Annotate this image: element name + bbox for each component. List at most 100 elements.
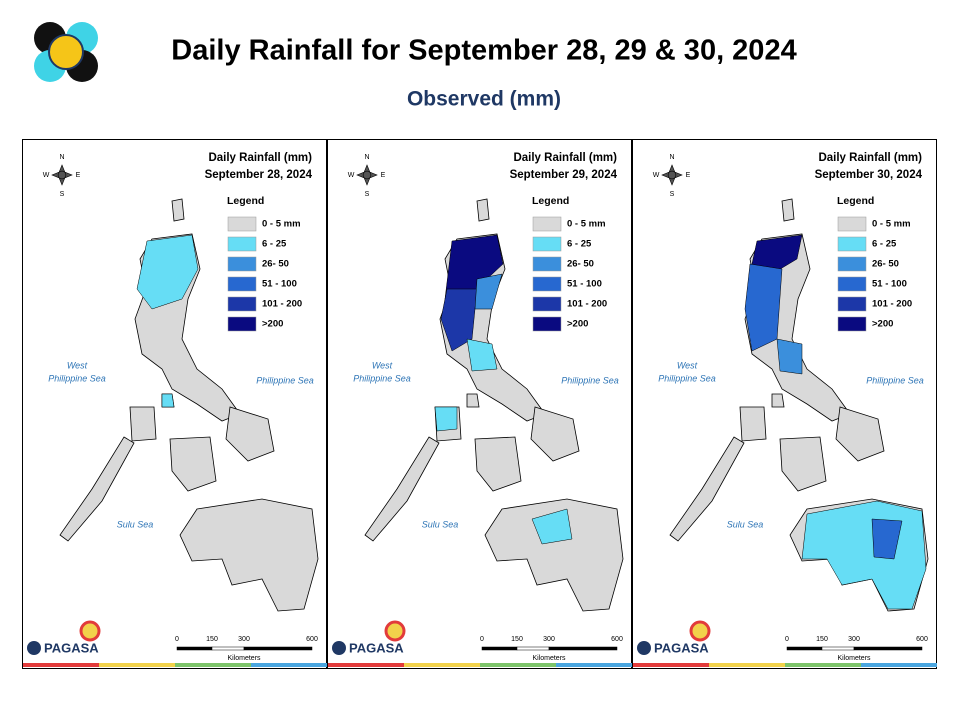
rainfall-area [531, 508, 573, 545]
island [466, 393, 480, 408]
rainfall-area [474, 273, 503, 310]
legend-label: 51 - 100 [567, 279, 602, 290]
logo-mark [27, 641, 41, 655]
map-date: September 29, 2024 [510, 169, 618, 181]
sea-label: West [372, 360, 393, 370]
legend-swatch [227, 296, 257, 312]
color-stripe [709, 663, 785, 667]
legend-label: 26- 50 [567, 259, 594, 270]
scale-unit: Kilometers [227, 655, 261, 662]
logo-umbrella [79, 620, 101, 642]
compass-label: S [60, 191, 65, 198]
compass-label: E [686, 172, 691, 179]
logo-text: PAGASA [654, 640, 709, 655]
scale-label: 150 [206, 636, 218, 643]
map-heading: Daily Rainfall (mm) [513, 152, 617, 164]
scale-bar [853, 646, 923, 651]
sea-label: Sulu Sea [727, 519, 764, 529]
map-panel: N E S W Daily Rainfall (mm) September 30, 202… [632, 139, 937, 669]
island [225, 406, 275, 462]
scale-label: 0 [480, 636, 484, 643]
legend-label: 0 - 5 mm [872, 219, 911, 230]
scale-label: 150 [816, 636, 828, 643]
logo-mark [637, 641, 651, 655]
scale-label: 300 [543, 636, 555, 643]
color-stripe [404, 663, 480, 667]
compass-label: W [348, 172, 355, 179]
island [474, 436, 522, 492]
legend-title: Legend [532, 195, 569, 207]
legend-swatch [532, 236, 562, 252]
rainfall-area [751, 234, 803, 275]
island [669, 436, 745, 542]
island [739, 406, 767, 442]
island [169, 436, 217, 492]
rainfall-area [161, 393, 175, 408]
compass [51, 164, 73, 186]
logo-umbrella [689, 620, 711, 642]
compass-label: W [653, 172, 660, 179]
compass-label: E [76, 172, 81, 179]
scale-label: 600 [611, 636, 623, 643]
legend-label: 0 - 5 mm [567, 219, 606, 230]
scale-label: 0 [785, 636, 789, 643]
legend-label: 26- 50 [872, 259, 899, 270]
legend-title: Legend [837, 195, 874, 207]
legend-label: 51 - 100 [872, 279, 907, 290]
scale-unit: Kilometers [837, 655, 871, 662]
rainfall-area [466, 338, 498, 372]
island [771, 393, 785, 408]
legend-label: 26- 50 [262, 259, 289, 270]
island [476, 198, 490, 222]
color-stripe [633, 663, 709, 667]
color-stripe [251, 663, 327, 667]
compass-label: N [669, 154, 674, 161]
color-stripe [175, 663, 251, 667]
sea-label: Philippine Sea [256, 375, 314, 385]
sea-label: Philippine Sea [48, 373, 106, 383]
compass-label: S [670, 191, 675, 198]
map-date: September 28, 2024 [205, 169, 313, 181]
legend-label: >200 [567, 319, 588, 330]
subtitle: Observed (mm) [407, 88, 561, 111]
sea-label: West [67, 360, 88, 370]
scale-bar [516, 646, 550, 651]
legend-label: 101 - 200 [567, 299, 607, 310]
logo-mark [332, 641, 346, 655]
legend-swatch [837, 316, 867, 332]
island [781, 198, 795, 222]
rainfall-area [776, 338, 803, 375]
legend-swatch [227, 236, 257, 252]
scale-bar [548, 646, 618, 651]
scale-label: 300 [848, 636, 860, 643]
compass-label: N [364, 154, 369, 161]
legend-label: >200 [872, 319, 893, 330]
island [364, 436, 440, 542]
legend-label: >200 [262, 319, 283, 330]
map-panel: N E S W Daily Rainfall (mm) September 29, 202… [327, 139, 632, 669]
legend-label: 6 - 25 [262, 239, 287, 250]
compass [356, 164, 378, 186]
legend-swatch [837, 276, 867, 292]
logo-text: PAGASA [44, 640, 99, 655]
legend-swatch [837, 296, 867, 312]
map-heading: Daily Rainfall (mm) [208, 152, 312, 164]
color-stripe [328, 663, 404, 667]
legend-label: 0 - 5 mm [262, 219, 301, 230]
color-stripe [23, 663, 99, 667]
scale-label: 600 [916, 636, 928, 643]
color-stripe [861, 663, 937, 667]
legend-label: 101 - 200 [872, 299, 912, 310]
color-stripe [556, 663, 632, 667]
legend-label: 6 - 25 [567, 239, 592, 250]
map-date: September 30, 2024 [815, 169, 923, 181]
sea-label: Sulu Sea [117, 519, 154, 529]
legend-swatch [837, 236, 867, 252]
rainfall-area [871, 518, 903, 560]
legend-title: Legend [227, 195, 264, 207]
scale-label: 600 [306, 636, 318, 643]
scale-label: 150 [511, 636, 523, 643]
compass-label: W [43, 172, 50, 179]
rainfall-area [434, 406, 458, 432]
